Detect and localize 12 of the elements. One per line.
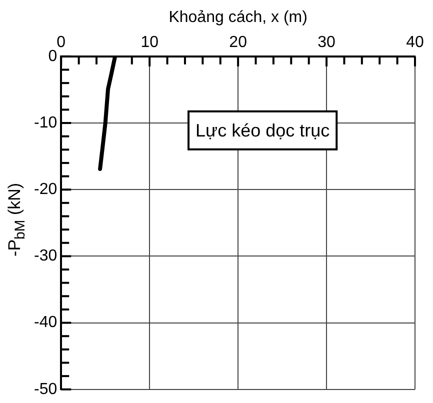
y-tick-label: 0 bbox=[48, 48, 58, 65]
y-tick-label: -40 bbox=[34, 314, 58, 332]
x-tick-label: 30 bbox=[318, 34, 336, 52]
y-tick-label: -10 bbox=[34, 114, 58, 132]
x-tick-label: 40 bbox=[406, 34, 424, 52]
y-tick-label: -30 bbox=[34, 248, 58, 265]
x-tick-label: 20 bbox=[229, 34, 248, 52]
y-tick-label: -20 bbox=[34, 181, 58, 198]
x-tick-label: 10 bbox=[140, 34, 159, 52]
y-tick-label: -50 bbox=[34, 380, 58, 398]
x-axis-title: Khoảng cách, x (m) bbox=[168, 9, 308, 26]
annotation: Lực kéo dọc trục bbox=[196, 120, 330, 140]
